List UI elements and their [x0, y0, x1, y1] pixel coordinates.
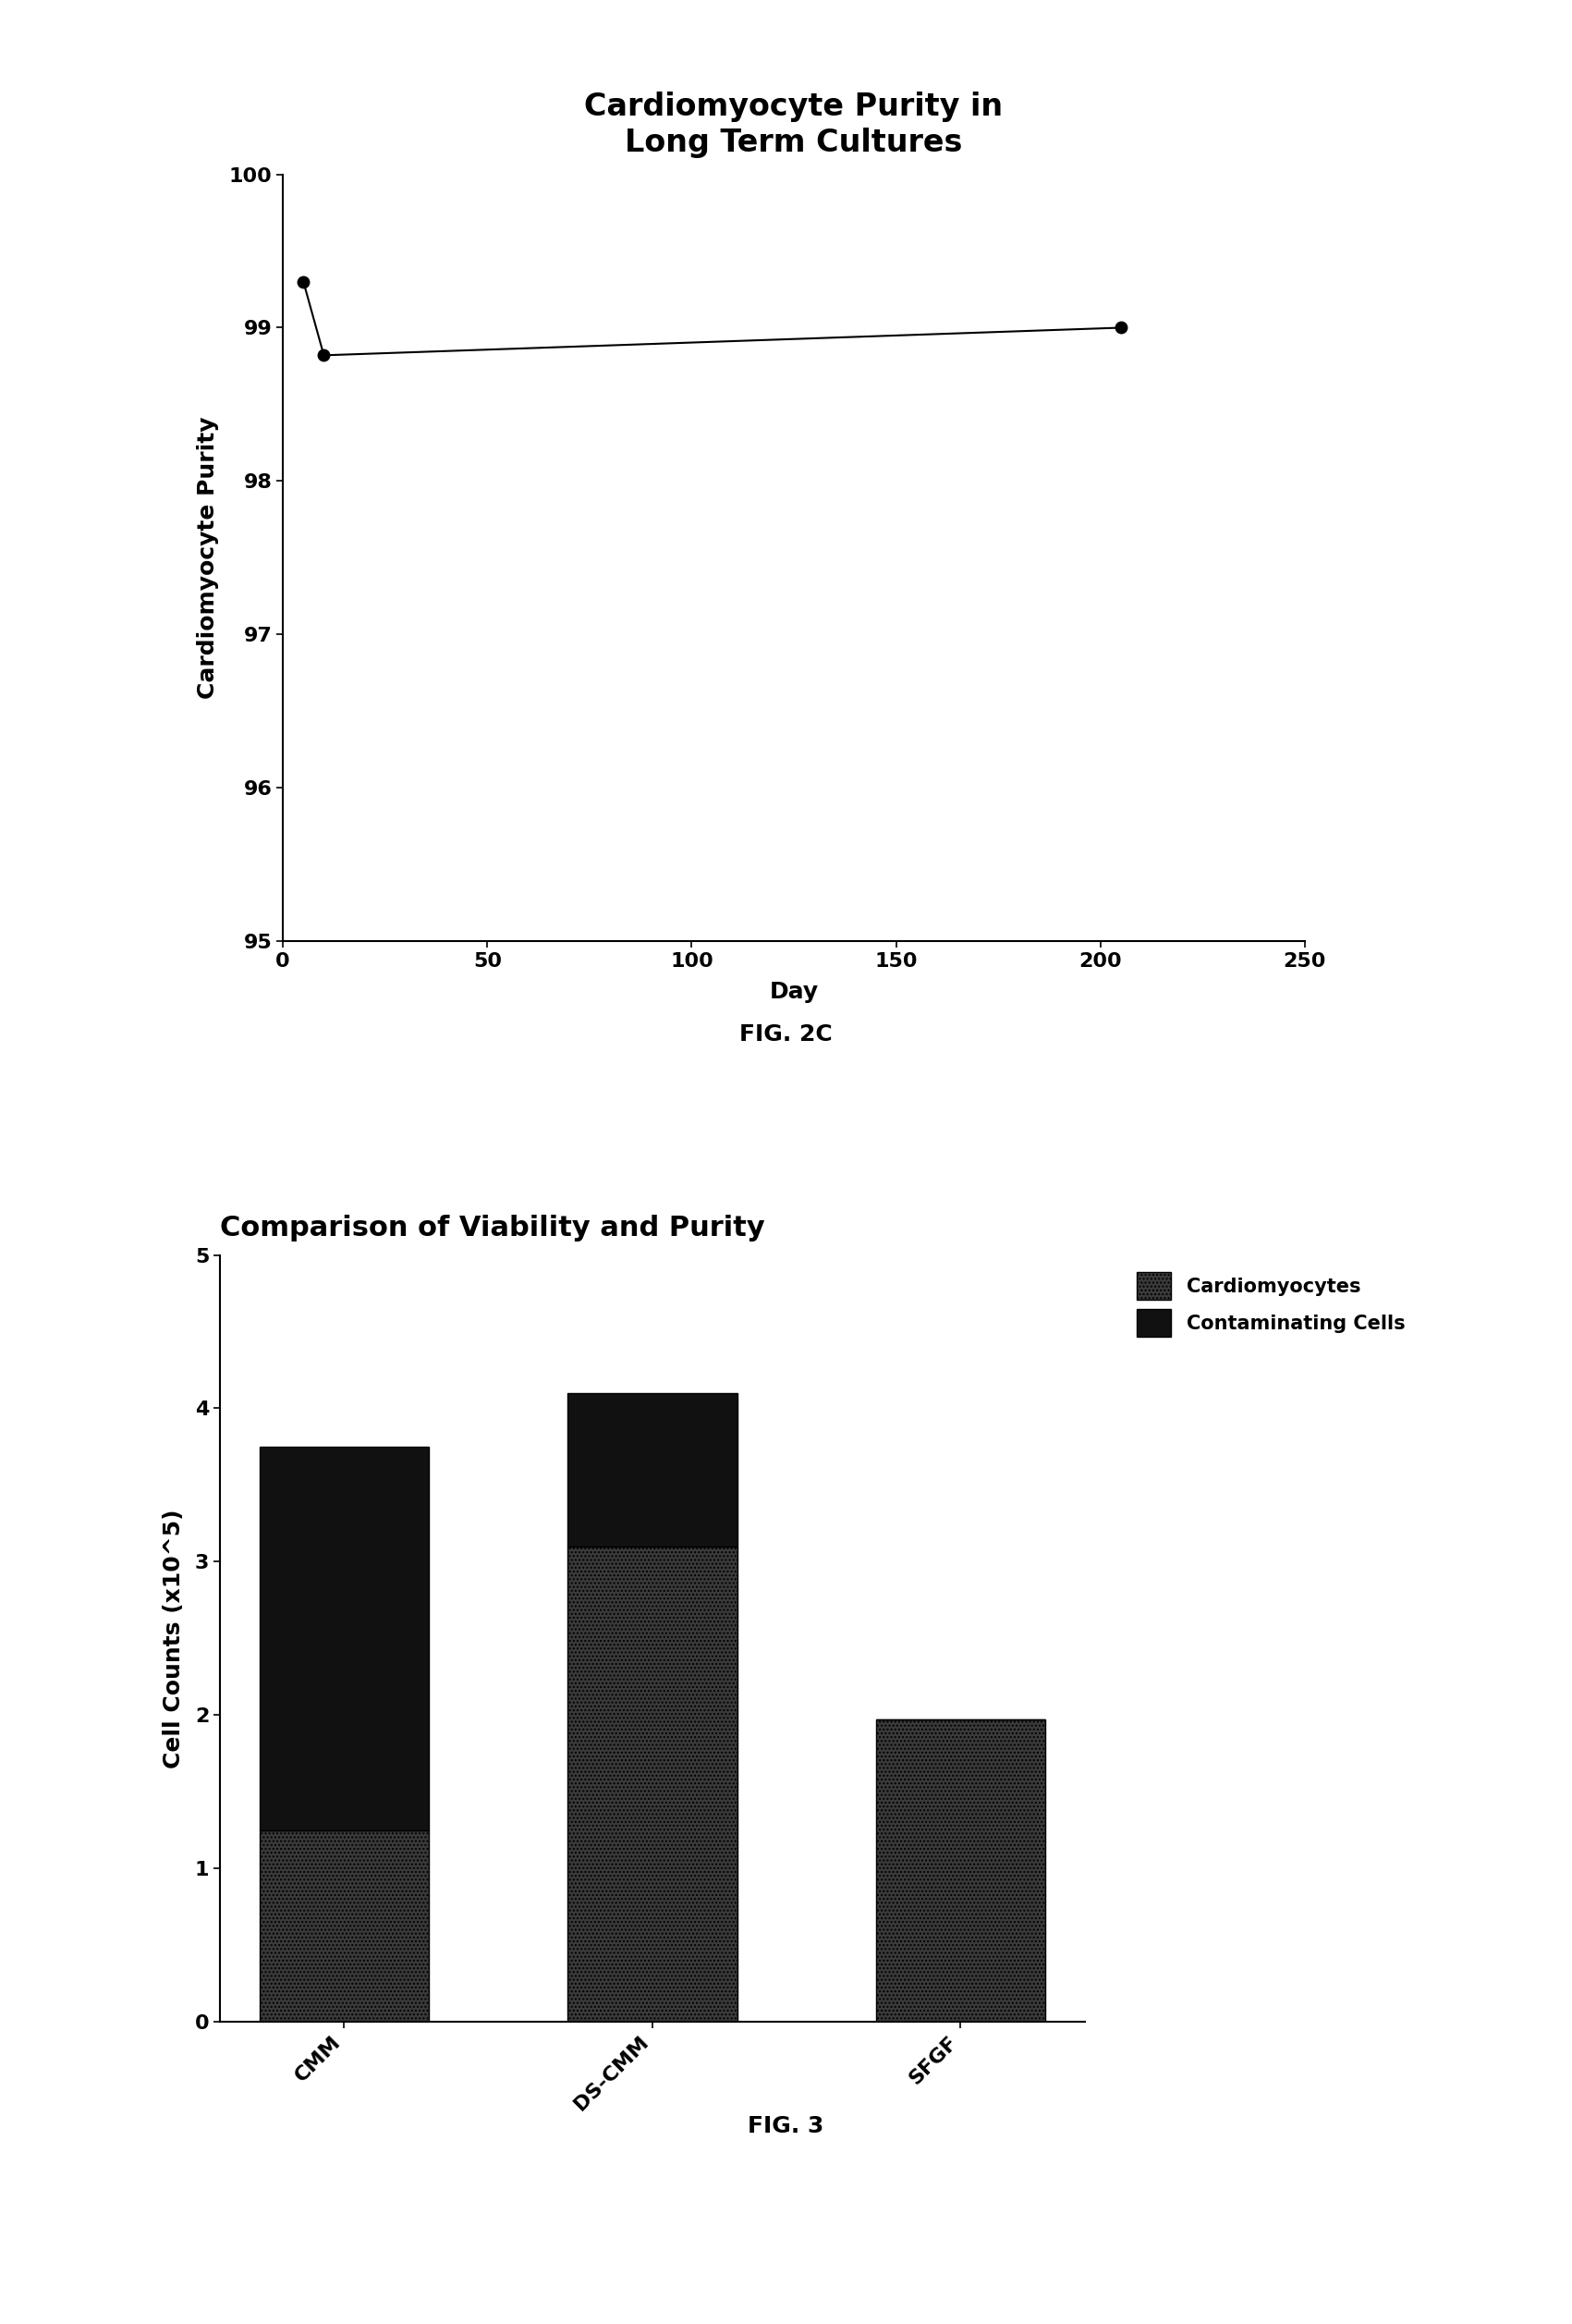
Bar [567, 1392, 737, 1545]
Y-axis label: Cardiomyocyte Purity: Cardiomyocyte Purity [196, 416, 219, 700]
Bar [876, 1720, 1045, 2022]
Text: FIG. 2C: FIG. 2C [739, 1023, 833, 1046]
Legend: Cardiomyocytes, Contaminating Cells: Cardiomyocytes, Contaminating Cells [1129, 1264, 1413, 1343]
Bar [567, 1545, 737, 2022]
Text: Comparison of Viability and Purity: Comparison of Viability and Purity [220, 1215, 766, 1241]
Text: FIG. 3: FIG. 3 [748, 2115, 824, 2138]
Y-axis label: Cell Counts (x10^5): Cell Counts (x10^5) [162, 1508, 184, 1769]
Title: Cardiomyocyte Purity in
Long Term Cultures: Cardiomyocyte Purity in Long Term Cultur… [585, 93, 1003, 158]
X-axis label: Day: Day [769, 981, 819, 1004]
Bar [259, 1831, 429, 2022]
Bar [259, 1446, 429, 1831]
